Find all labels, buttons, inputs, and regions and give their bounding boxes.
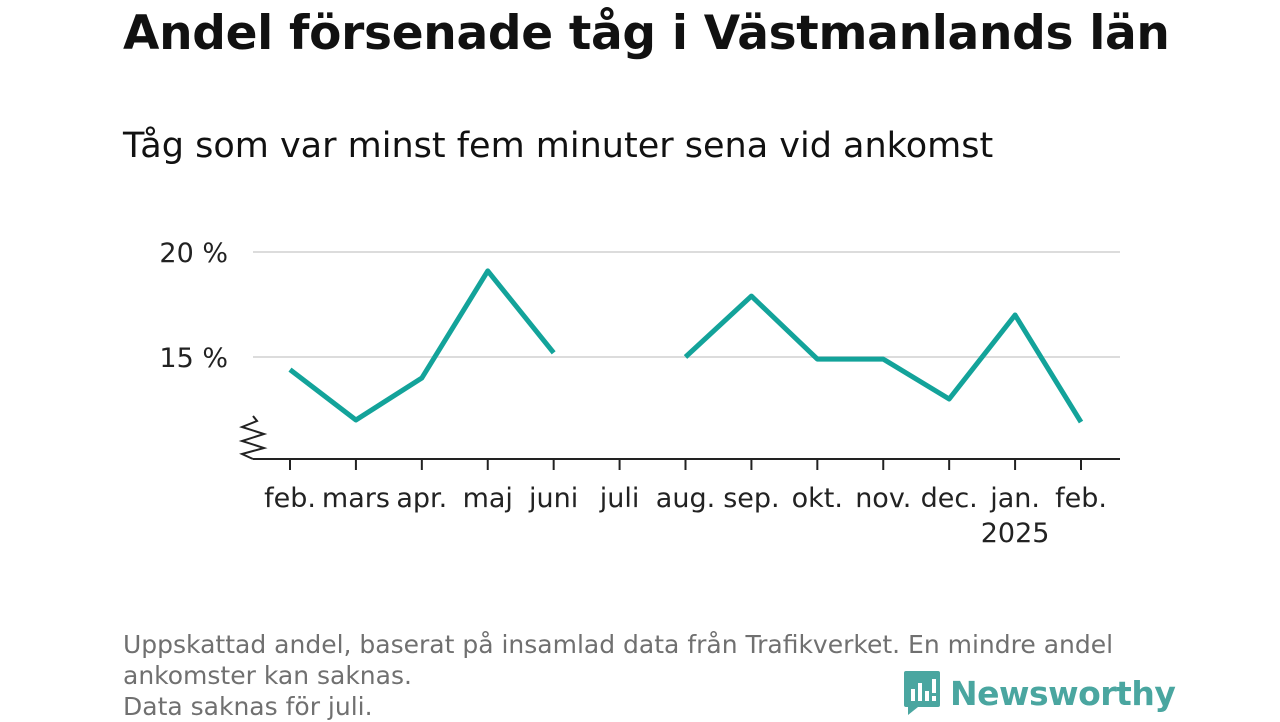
- chart-title: Andel försenade tåg i Västmanlands län: [123, 6, 1170, 61]
- newsworthy-logo-icon: [904, 671, 940, 715]
- footnote-line-3: Data saknas för juli.: [123, 692, 373, 721]
- x-tick-label: aug.: [656, 483, 715, 514]
- x-axis: feb. mars apr. maj juni juli aug. sep. okt. nov. d…: [238, 415, 1120, 549]
- x-tick-label: sep.: [723, 483, 779, 514]
- y-tick-label: 15 %: [159, 343, 228, 374]
- footnote-line-2: ankomster kan saknas.: [123, 661, 412, 690]
- footnote-line-1: Uppskattad andel, baserat på insamlad da…: [123, 630, 1114, 659]
- series-line-segment: [683, 293, 1084, 424]
- brand-name: Newsworthy: [950, 673, 1176, 713]
- x-tick-label: mars: [322, 483, 390, 514]
- series-lines: [288, 268, 1084, 424]
- grid-lines: [253, 251, 1120, 358]
- x-tick-label: jan.: [989, 483, 1040, 514]
- x-tick-label: feb.: [1055, 483, 1107, 514]
- y-tick-label: 20 %: [159, 238, 228, 269]
- x-tick-sublabel: 2025: [981, 518, 1050, 549]
- x-tick-label: nov.: [855, 483, 911, 514]
- x-tick-label: juni: [528, 483, 578, 514]
- x-tick-label: dec.: [921, 483, 978, 514]
- y-axis-break-icon: [238, 415, 268, 460]
- x-tick-label: juli: [599, 483, 640, 514]
- brand-logo: Newsworthy: [902, 669, 1176, 717]
- series-line-segment: [288, 268, 556, 423]
- x-tick-label: okt.: [792, 483, 843, 514]
- x-tick-label: apr.: [396, 483, 447, 514]
- footnote: Uppskattad andel, baserat på insamlad da…: [123, 629, 1163, 722]
- y-axis-ticks: 15 % 20 %: [159, 238, 228, 374]
- x-tick-label: feb.: [264, 483, 316, 514]
- chart-subtitle: Tåg som var minst fem minuter sena vid a…: [123, 126, 994, 166]
- x-tick-label: maj: [463, 483, 513, 514]
